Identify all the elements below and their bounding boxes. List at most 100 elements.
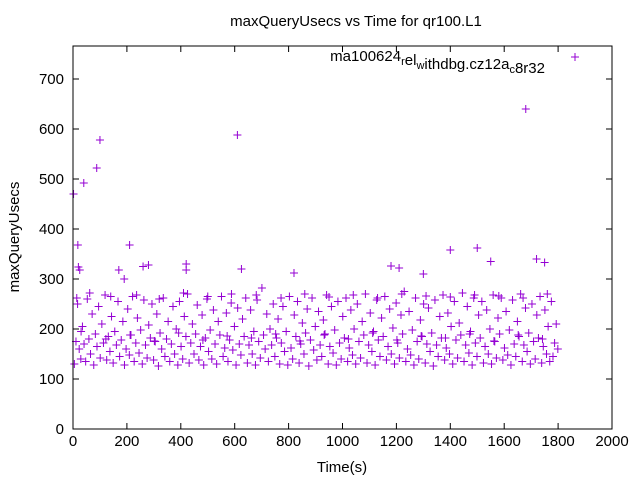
- data-point: [363, 359, 372, 367]
- data-point: [434, 352, 443, 361]
- data-point: [170, 350, 179, 358]
- data-point: [223, 332, 232, 340]
- data-point: [484, 350, 493, 358]
- data-point: [204, 347, 213, 356]
- data-point: [139, 296, 148, 304]
- data-point: [81, 357, 90, 366]
- data-point: [489, 291, 498, 299]
- data-point: [211, 340, 220, 348]
- data-point: [543, 290, 552, 298]
- data-point: [311, 322, 320, 331]
- data-point: [426, 347, 435, 356]
- data-point: [227, 290, 236, 298]
- data-point: [249, 327, 258, 336]
- data-point: [75, 345, 84, 353]
- data-point: [110, 327, 119, 336]
- data-point: [327, 302, 336, 311]
- data-point: [160, 352, 169, 361]
- data-point: [539, 342, 548, 351]
- data-point: [519, 341, 528, 349]
- data-point: [349, 291, 358, 299]
- data-point: [164, 317, 173, 326]
- data-point: [288, 355, 297, 363]
- data-point: [442, 344, 451, 352]
- data-point: [141, 341, 150, 349]
- data-point: [356, 354, 365, 362]
- data-point: [256, 354, 265, 362]
- data-point: [69, 190, 78, 198]
- data-point: [233, 131, 242, 139]
- data-point: [320, 330, 329, 338]
- data-point: [456, 331, 465, 339]
- data-point: [455, 319, 464, 327]
- data-point: [301, 329, 310, 337]
- data-point: [244, 341, 253, 349]
- data-point: [481, 342, 490, 351]
- data-point: [185, 359, 194, 367]
- data-point: [350, 325, 359, 333]
- data-point: [194, 356, 203, 364]
- data-point: [122, 345, 131, 353]
- x-tick-label: 0: [69, 433, 77, 450]
- data-point: [406, 351, 415, 359]
- data-point: [178, 355, 187, 363]
- data-point: [314, 307, 323, 316]
- data-point: [132, 291, 141, 299]
- data-point: [518, 357, 527, 366]
- data-point: [174, 329, 183, 337]
- data-point: [120, 361, 129, 369]
- data-point: [149, 356, 158, 364]
- data-point: [477, 297, 486, 306]
- data-point: [373, 294, 382, 302]
- data-point: [299, 350, 308, 358]
- data-point: [409, 361, 418, 369]
- data-point: [175, 297, 184, 306]
- data-point: [309, 346, 318, 354]
- data-point: [272, 334, 281, 342]
- data-point: [472, 352, 481, 361]
- data-point: [364, 341, 373, 349]
- data-point: [135, 349, 144, 357]
- data-point: [88, 310, 97, 318]
- data-point: [198, 336, 207, 344]
- data-point: [306, 336, 315, 344]
- data-point: [532, 311, 541, 319]
- data-point: [155, 295, 164, 303]
- data-point: [247, 334, 256, 342]
- data-point: [421, 359, 430, 367]
- data-point: [359, 331, 368, 339]
- data-point: [233, 304, 242, 312]
- data-point: [390, 360, 399, 368]
- data-point: [395, 354, 404, 362]
- data-point: [85, 289, 94, 297]
- data-point: [486, 257, 495, 266]
- data-point: [465, 330, 474, 338]
- data-point: [220, 344, 229, 352]
- data-point: [379, 332, 388, 341]
- data-point: [193, 301, 202, 309]
- data-point: [550, 339, 559, 347]
- data-point: [156, 329, 165, 337]
- data-point: [125, 241, 134, 249]
- data-point: [152, 310, 161, 318]
- data-point: [271, 330, 280, 338]
- data-point: [165, 357, 174, 366]
- data-point: [348, 351, 357, 359]
- data-point: [144, 321, 153, 329]
- data-point: [461, 341, 470, 349]
- data-point: [118, 317, 127, 326]
- data-point: [290, 311, 299, 319]
- data-point: [374, 336, 383, 344]
- data-point: [337, 355, 346, 363]
- data-point: [101, 335, 110, 343]
- x-tick-label: 800: [276, 433, 301, 450]
- data-point: [489, 337, 498, 345]
- data-point: [191, 330, 200, 338]
- data-point: [91, 330, 100, 338]
- data-point: [482, 306, 491, 314]
- data-point: [375, 352, 384, 361]
- data-point: [503, 351, 512, 359]
- data-point: [369, 327, 378, 336]
- x-tick-label: 1000: [326, 433, 359, 450]
